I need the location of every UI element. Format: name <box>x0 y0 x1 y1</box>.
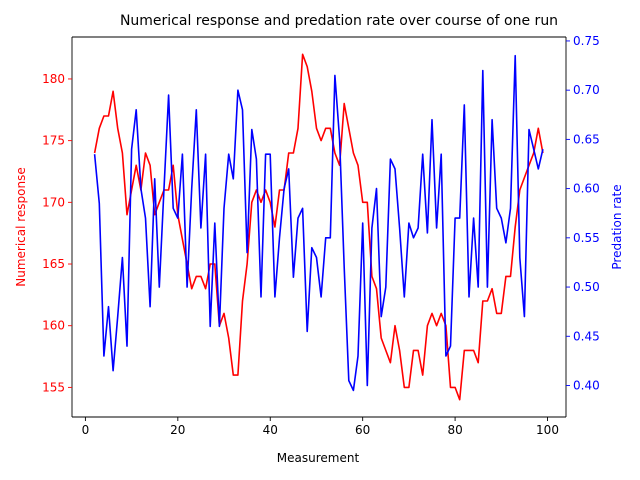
y-right-tick-label: 0.65 <box>573 132 600 146</box>
y-right-tick-label: 0.50 <box>573 280 600 294</box>
x-tick-label: 0 <box>82 423 90 437</box>
y-axis-right-label: Predation rate <box>610 184 624 269</box>
x-tick-label: 40 <box>263 423 278 437</box>
y-axis-left-label: Numerical response <box>14 167 28 287</box>
x-tick-label: 100 <box>536 423 559 437</box>
x-tick-label: 60 <box>355 423 370 437</box>
y-right-tick-label: 0.45 <box>573 329 600 343</box>
axes: 0 20 40 60 80 100 155 160 165 170 175 180 0.40 0.45 0.… <box>42 34 600 437</box>
y-right-tick-label: 0.55 <box>573 231 600 245</box>
x-tick-label: 80 <box>447 423 462 437</box>
series-lines <box>93 53 544 401</box>
y-left-tick-label: 180 <box>42 72 65 86</box>
y-left-tick-label: 165 <box>42 257 65 271</box>
y-left-tick-label: 160 <box>42 319 65 333</box>
y-right-tick-label: 0.70 <box>573 83 600 97</box>
x-axis-label: Measurement <box>277 451 360 465</box>
series-line-numerical-response <box>93 53 544 401</box>
y-right-tick-label: 0.60 <box>573 182 600 196</box>
y-left-tick-label: 175 <box>42 134 65 148</box>
y-right-tick-label: 0.40 <box>573 378 600 392</box>
chart-title: Numerical response and predation rate ov… <box>120 13 558 29</box>
x-tick-label: 20 <box>170 423 185 437</box>
y-left-tick-label: 155 <box>42 380 65 394</box>
y-right-tick-label: 0.75 <box>573 34 600 48</box>
y-left-tick-label: 170 <box>42 195 65 209</box>
series-line-predation-rate <box>93 54 544 392</box>
